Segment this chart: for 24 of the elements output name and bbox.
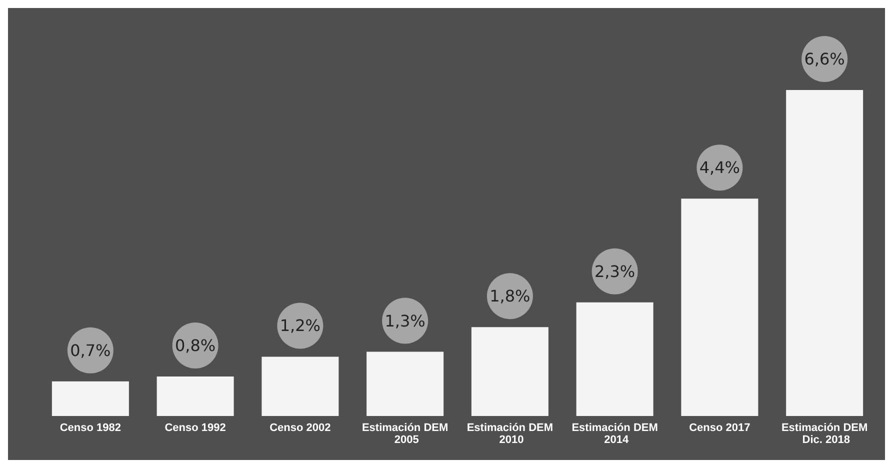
bar [786, 90, 864, 416]
data-label: 1,3% [384, 311, 426, 330]
bar [156, 376, 234, 416]
x-tick-label: Estimación DEM 2010 [466, 422, 554, 446]
x-tick-label: Censo 2002 [270, 422, 331, 434]
data-label: 0,8% [174, 336, 216, 355]
data-label: 1,2% [280, 316, 321, 336]
bar [366, 352, 444, 416]
bar [576, 302, 654, 416]
bar [262, 356, 339, 416]
bar [52, 381, 129, 416]
x-tick-label: Censo 1992 [164, 422, 226, 434]
data-label: 4,4% [699, 158, 740, 178]
x-tick-label: Censo 2017 [689, 422, 750, 434]
data-label: 2,3% [594, 262, 636, 281]
x-tick-label: Estimación DEM 2005 [362, 422, 448, 446]
x-tick-label: Estimación DEM Dic. 2018 [781, 422, 868, 446]
data-label: 1,8% [490, 286, 530, 306]
bar [681, 198, 758, 416]
bar [471, 327, 548, 416]
data-label: 0,7% [70, 340, 111, 360]
x-tick-label: Censo 1982 [60, 422, 122, 434]
x-tick-label: Estimación DEM 2014 [572, 422, 658, 446]
data-label: 6,6% [804, 50, 845, 68]
